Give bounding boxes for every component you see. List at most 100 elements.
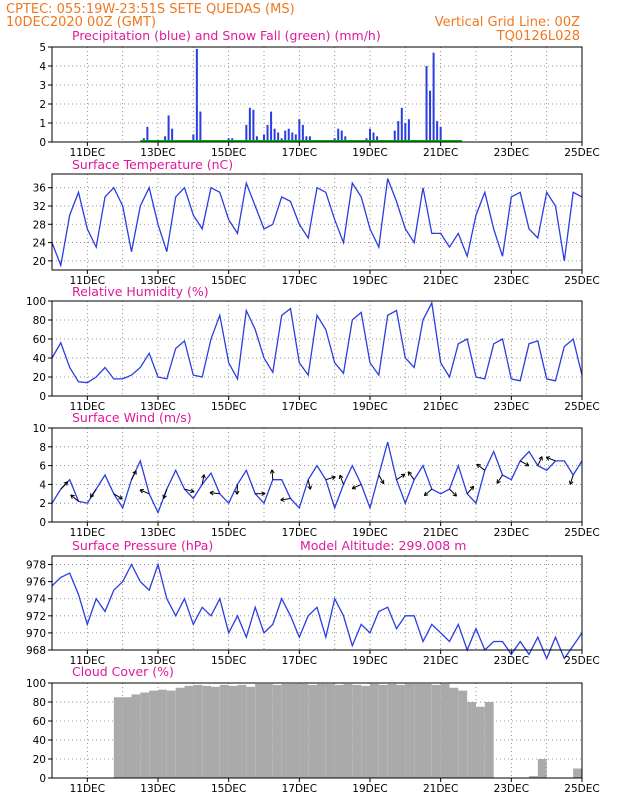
rh-series-line [51, 300, 583, 384]
rh-title: Relative Humidity (%) [72, 284, 209, 299]
cloud-bar [361, 685, 370, 778]
cloud-ytick-label: 60 [33, 716, 46, 728]
wind-xtick-label: 19DEC [352, 527, 387, 539]
wind-xtick-label: 25DEC [564, 527, 599, 539]
wind-arrow-head [331, 475, 336, 480]
wind-ytick-label: 8 [39, 442, 46, 454]
cloud-bar [573, 768, 582, 778]
precip-bar [429, 90, 432, 142]
wind-ytick-label: 10 [33, 423, 46, 435]
wind-arrow [236, 484, 238, 495]
wind-arrow-head [89, 493, 95, 498]
wind-arrow-head [407, 471, 412, 476]
precip-bar [291, 132, 294, 142]
precip-bar [167, 115, 170, 142]
rh-ytick-label: 40 [33, 353, 46, 365]
wind-xtick-label: 11DEC [70, 527, 105, 539]
rh-frame [51, 300, 583, 397]
precip-xtick-label: 15DEC [211, 147, 246, 159]
precip-ytick-label: 5 [39, 42, 46, 54]
precip-ytick-label: 3 [39, 80, 46, 92]
precip-ytick-label: 4 [39, 61, 46, 73]
wind-ytick-label: 0 [39, 517, 46, 529]
rh-ytick-label: 20 [33, 372, 46, 384]
wind-arrow-head [139, 489, 144, 494]
precip-bar [146, 126, 149, 142]
wind-arrow [496, 474, 503, 484]
cloud-bar [537, 759, 547, 778]
header-grid-note: Vertical Grid Line: 00Z [435, 15, 580, 30]
wind-xtick-label: 21DEC [423, 527, 458, 539]
pressure-ytick-label: 972 [26, 611, 46, 623]
cloud-bar [325, 683, 335, 778]
temp-ytick-label: 36 [33, 183, 47, 195]
wind-arrow-head [338, 474, 344, 480]
precip-bar [432, 52, 435, 143]
wind-arrow [396, 473, 406, 481]
wind-arrow [339, 474, 344, 485]
pressure-xtick-label: 25DEC [564, 655, 599, 667]
pressure-ytick-label: 976 [26, 577, 46, 589]
rh-ytick-label: 60 [33, 334, 46, 346]
precip-bar [376, 136, 379, 142]
pressure-frame [51, 555, 583, 651]
wind-arrow-head [70, 494, 75, 499]
wind-arrow [70, 494, 79, 502]
cloud-bar [423, 683, 432, 778]
wind-arrow [378, 474, 385, 484]
precip-bar [308, 136, 311, 142]
precip-bar [263, 134, 265, 142]
cloud-bar [370, 683, 379, 778]
precip-xtick-label: 17DEC [282, 147, 317, 159]
wind-arrow-head [545, 456, 551, 461]
precip-bar [195, 48, 198, 142]
precip-bar [266, 124, 269, 142]
cloud-bar [290, 683, 300, 778]
wind-arrow [60, 481, 69, 490]
temp-ytick-label: 24 [33, 238, 47, 250]
cloud-bar [140, 692, 150, 778]
temp-ytick-label: 28 [33, 219, 46, 231]
cloud-bar [122, 697, 132, 778]
pressure-ytick-label: 978 [26, 560, 46, 572]
wind-arrow-head [269, 469, 275, 474]
wind-ytick-label: 2 [39, 498, 46, 510]
cloud-bar [476, 706, 485, 778]
precip-xtick-label: 11DEC [70, 147, 105, 159]
rh-xtick-label: 25DEC [564, 401, 599, 413]
wind-arrow-head [261, 491, 266, 497]
temp-xtick-label: 17DEC [282, 275, 317, 287]
wind-arrow [545, 456, 556, 462]
cloud-xtick-label: 21DEC [423, 783, 458, 795]
rh-ytick-label: 100 [26, 296, 46, 308]
precip-bar [192, 134, 195, 142]
wind-arrow-head [63, 481, 69, 486]
precip-bar [344, 136, 347, 142]
wind-arrow-head [351, 485, 357, 490]
wind-arrow [569, 474, 574, 485]
wind-arrow [201, 474, 205, 485]
precip-bar [287, 128, 290, 142]
wind-arrow [519, 460, 530, 467]
cloud-bar [299, 683, 309, 778]
wind-arrow [325, 476, 336, 481]
wind-arrow [537, 456, 543, 466]
precip-bar [277, 132, 280, 142]
precip-bar [340, 130, 343, 142]
wind-arrow [209, 492, 220, 495]
pressure-ytick-label: 974 [26, 594, 46, 606]
precip-bar [337, 128, 340, 142]
cloud-xtick-label: 19DEC [352, 783, 387, 795]
wind-arrow [466, 485, 475, 495]
wind-title: Surface Wind (m/s) [72, 410, 192, 425]
cloud-title: Cloud Cover (%) [72, 664, 174, 679]
pressure-xtick-label: 15DEC [211, 655, 246, 667]
temp-xtick-label: 25DEC [564, 275, 599, 287]
cloud-ytick-label: 40 [33, 735, 46, 747]
wind-arrow-head [469, 485, 475, 491]
cloud-ytick-label: 0 [39, 773, 46, 785]
cloud-bar [202, 685, 211, 778]
wind-arrow [139, 489, 150, 495]
precip-bar [400, 107, 403, 142]
cloud-bar [131, 694, 141, 778]
